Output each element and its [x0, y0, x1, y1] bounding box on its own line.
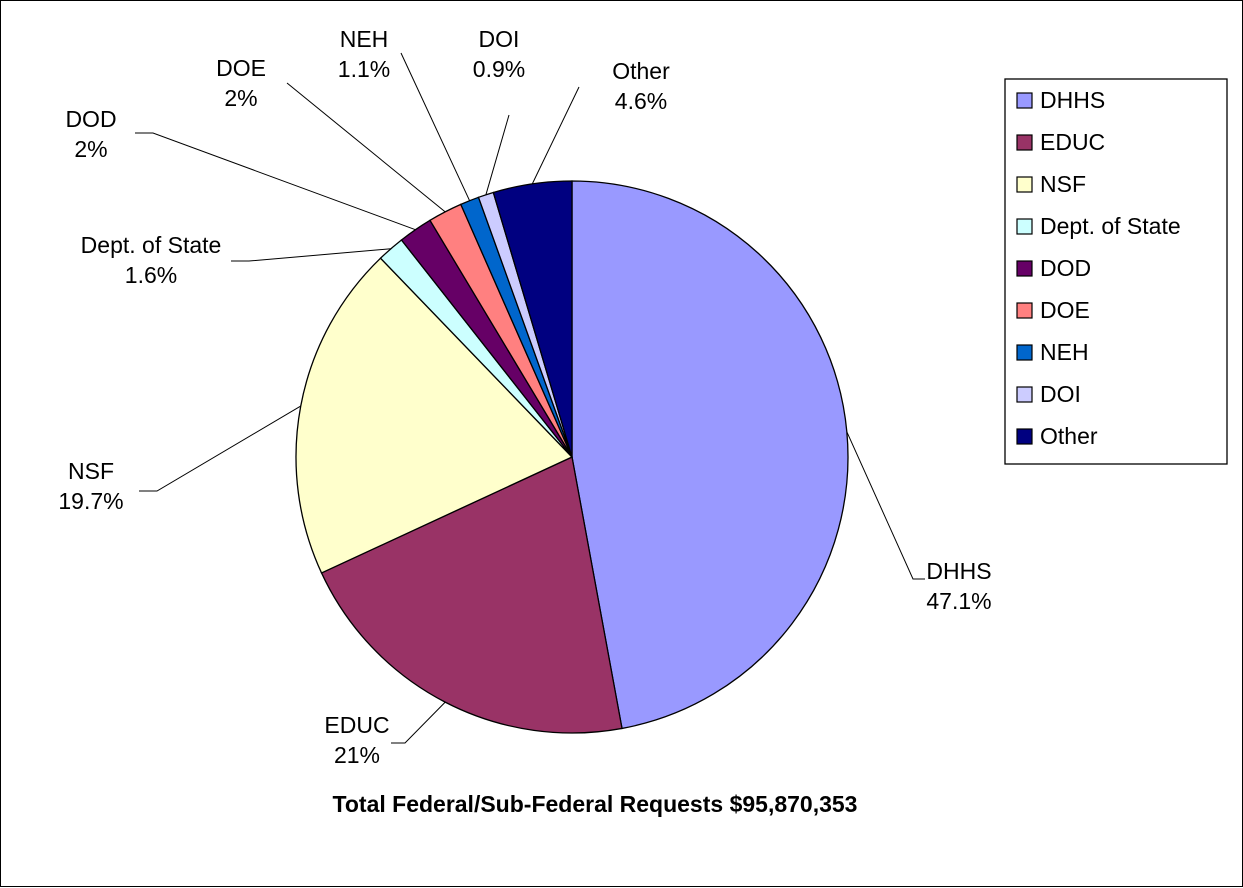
- slice-label-value-educ: 21%: [334, 742, 380, 768]
- leader-line-doe: [286, 82, 446, 213]
- pie-slices: [295, 180, 849, 734]
- slice-label-name-educ: EDUC: [324, 712, 389, 738]
- pie-slice-other: [492, 180, 573, 458]
- slice-label-name-dod: DOD: [65, 106, 116, 132]
- leader-line-dept-of-state: [231, 248, 391, 262]
- legend-box: [1004, 78, 1228, 465]
- legend-label-other: Other: [1040, 423, 1098, 449]
- legend: DHHS EDUC NSF Dept. of State DOD DOE NEH DOI Oth…: [1004, 78, 1228, 465]
- legend-label-educ: EDUC: [1040, 129, 1105, 155]
- leader-line-educ: [391, 701, 446, 744]
- leader-line-neh: [400, 52, 471, 201]
- slice-label-name-doe: DOE: [216, 55, 266, 81]
- legend-swatch-neh: [1016, 344, 1033, 361]
- pie-slice-educ: [320, 456, 623, 734]
- legend-label-dept-of-state: Dept. of State: [1040, 213, 1181, 239]
- legend-swatch-dhhs: [1016, 92, 1033, 109]
- slice-label-value-doi: 0.9%: [473, 56, 525, 82]
- leader-line-dod: [135, 132, 416, 231]
- legend-swatch-doe: [1016, 302, 1033, 319]
- slice-label-name-nsf: NSF: [68, 458, 114, 484]
- pie-slice-dhhs: [571, 180, 849, 730]
- legend-label-dhhs: DHHS: [1040, 87, 1105, 113]
- legend-label-doi: DOI: [1040, 381, 1081, 407]
- legend-swatch-other: [1016, 428, 1033, 445]
- legend-swatch-dod: [1016, 260, 1033, 277]
- slice-label-name-doi: DOI: [479, 26, 520, 52]
- legend-swatch-doi: [1016, 386, 1033, 403]
- legend-label-nsf: NSF: [1040, 171, 1086, 197]
- leader-line-nsf: [139, 405, 301, 492]
- slice-label-name-neh: NEH: [340, 26, 389, 52]
- leader-line-other: [531, 86, 580, 185]
- slice-label-value-dept-of-state: 1.6%: [125, 262, 177, 288]
- slice-label-value-dhhs: 47.1%: [926, 588, 991, 614]
- slice-label-value-doe: 2%: [224, 85, 257, 111]
- legend-swatch-nsf: [1016, 176, 1033, 193]
- slice-label-name-dept-of-state: Dept. of State: [81, 232, 222, 258]
- legend-label-doe: DOE: [1040, 297, 1090, 323]
- legend-swatch-dept-of-state: [1016, 218, 1033, 235]
- slice-label-value-nsf: 19.7%: [58, 488, 123, 514]
- leader-line-doi: [485, 114, 510, 195]
- legend-swatch-educ: [1016, 134, 1033, 151]
- slice-label-value-neh: 1.1%: [338, 56, 390, 82]
- leader-lines: [135, 52, 925, 744]
- slice-label-name-other: Other: [612, 58, 670, 84]
- slice-labels: DHHS 47.1% EDUC 21% NSF 19.7% Dept. of State 1.…: [58, 26, 991, 768]
- legend-label-neh: NEH: [1040, 339, 1089, 365]
- legend-label-dod: DOD: [1040, 255, 1091, 281]
- slice-label-value-dod: 2%: [74, 136, 107, 162]
- leader-line-dhhs: [846, 431, 925, 580]
- slice-label-name-dhhs: DHHS: [926, 558, 991, 584]
- slice-label-value-other: 4.6%: [615, 88, 667, 114]
- chart-title: Total Federal/Sub-Federal Requests $95,8…: [333, 791, 858, 817]
- pie-slice-nsf: [295, 257, 574, 574]
